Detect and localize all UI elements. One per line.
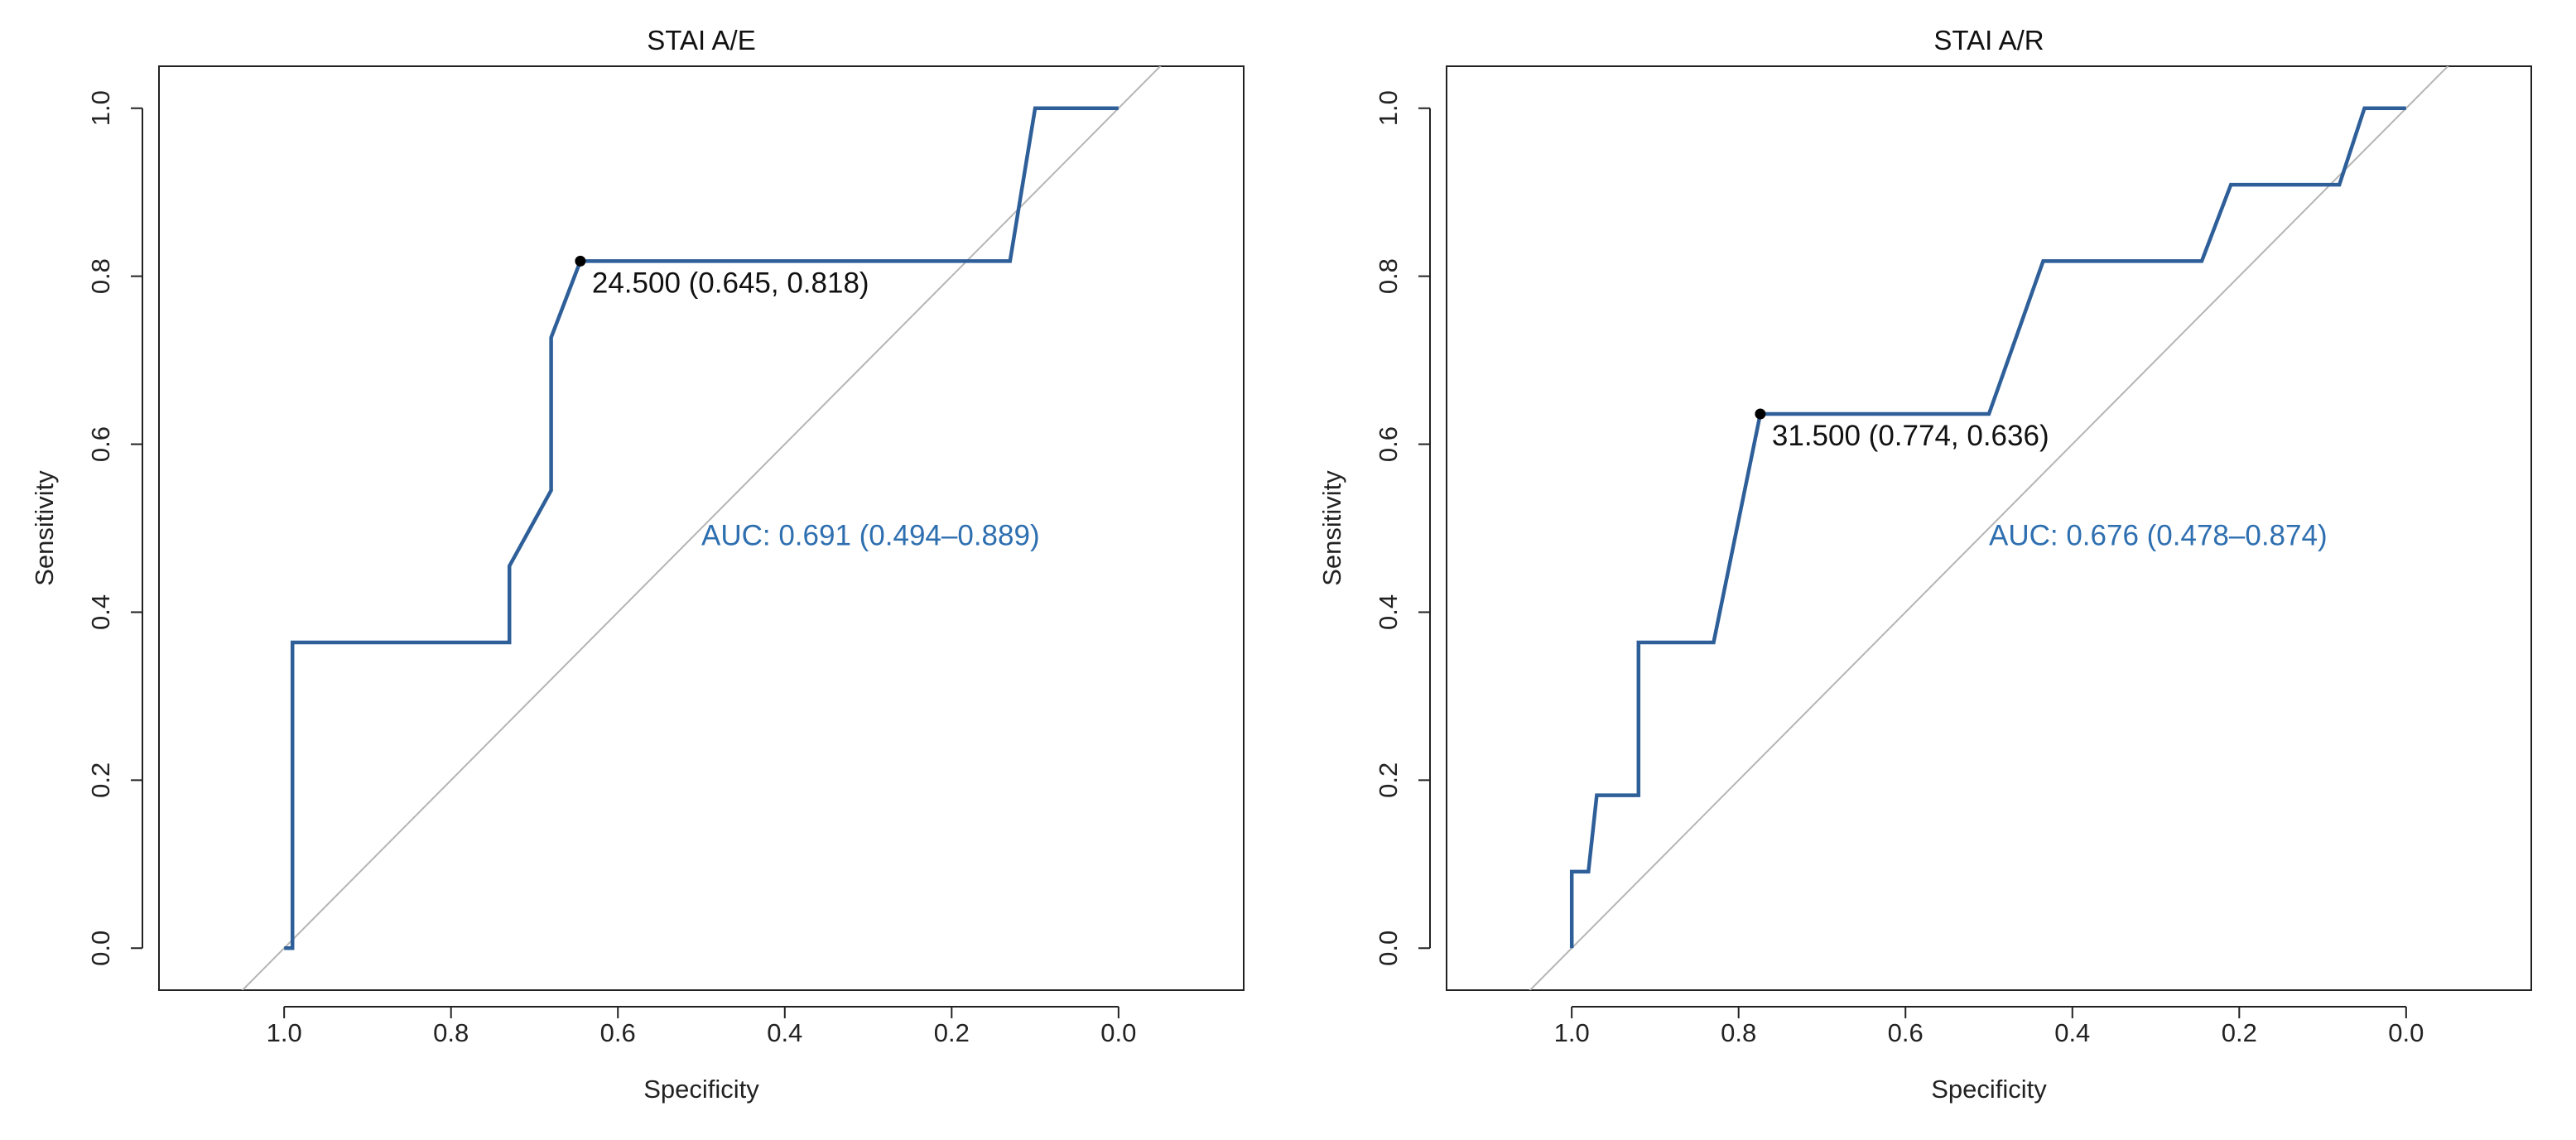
x-tick-label: 0.6 [600, 1018, 636, 1047]
x-axis-label: Specificity [1931, 1075, 2047, 1104]
threshold-label: 31.500 (0.774, 0.636) [1772, 420, 2049, 452]
threshold-point [575, 255, 586, 267]
x-tick-label: 1.0 [1554, 1018, 1590, 1047]
y-tick-label: 0.4 [1374, 594, 1403, 630]
reference-diagonal-line [1529, 66, 2449, 990]
threshold-point [1755, 408, 1766, 420]
roc-chart-svg: STAI A/E 1.0 0.8 0.6 0.4 0.2 0.0 0.0 0.2 0.4 0.6 0.… [30, 25, 1245, 1104]
x-tick-label: 0.2 [934, 1018, 970, 1047]
plot-frame [158, 65, 1245, 991]
chart-title: STAI A/E [647, 25, 755, 55]
x-axis-label: Specificity [643, 1075, 759, 1104]
x-tick-label: 0.4 [767, 1018, 802, 1047]
plot-frame [1446, 65, 2532, 991]
y-tick-label: 0.8 [1374, 258, 1403, 294]
y-tick-label: 0.6 [86, 426, 115, 462]
y-tick-label: 0.8 [86, 258, 115, 294]
chart-title: STAI A/R [1933, 25, 2044, 55]
y-tick-label: 0.4 [86, 594, 115, 630]
y-tick-label: 0.2 [1374, 762, 1403, 798]
roc-chart-stai-ae: STAI A/E 1.0 0.8 0.6 0.4 0.2 0.0 0.0 0.2 0.4 0.6 0.… [30, 25, 1245, 1104]
y-tick-label: 0.2 [86, 762, 115, 798]
x-tick-label: 0.0 [2388, 1018, 2424, 1047]
auc-label: AUC: 0.676 (0.478–0.874) [1989, 519, 2328, 551]
y-tick-label: 0.0 [86, 931, 115, 966]
x-tick-label: 0.0 [1100, 1018, 1136, 1047]
x-tick-label: 1.0 [267, 1018, 302, 1047]
auc-label: AUC: 0.691 (0.494–0.889) [701, 519, 1040, 551]
threshold-label: 24.500 (0.645, 0.818) [592, 267, 869, 299]
y-tick-label: 0.0 [1374, 931, 1403, 966]
x-tick-label: 0.4 [2054, 1018, 2090, 1047]
y-tick-label: 0.6 [1374, 426, 1403, 462]
y-axis-label: Sensitivity [1317, 470, 1346, 586]
roc-chart-stai-ar: STAI A/R 1.0 0.8 0.6 0.4 0.2 0.0 0.0 0.2 0.4 0.6 0.… [1288, 0, 2575, 1140]
x-tick-label: 0.6 [1888, 1018, 1924, 1047]
y-axis-label: Sensitivity [30, 470, 59, 586]
x-tick-label: 0.8 [433, 1018, 469, 1047]
reference-diagonal-line [241, 66, 1162, 990]
x-tick-label: 0.8 [1721, 1018, 1756, 1047]
roc-curve-line [284, 106, 1119, 950]
x-tick-label: 0.2 [2222, 1018, 2257, 1047]
y-tick-label: 1.0 [1374, 90, 1403, 126]
y-tick-label: 1.0 [86, 90, 115, 126]
roc-chart-svg: STAI A/R 1.0 0.8 0.6 0.4 0.2 0.0 0.0 0.2 0.4 0.6 0.… [1317, 25, 2532, 1104]
